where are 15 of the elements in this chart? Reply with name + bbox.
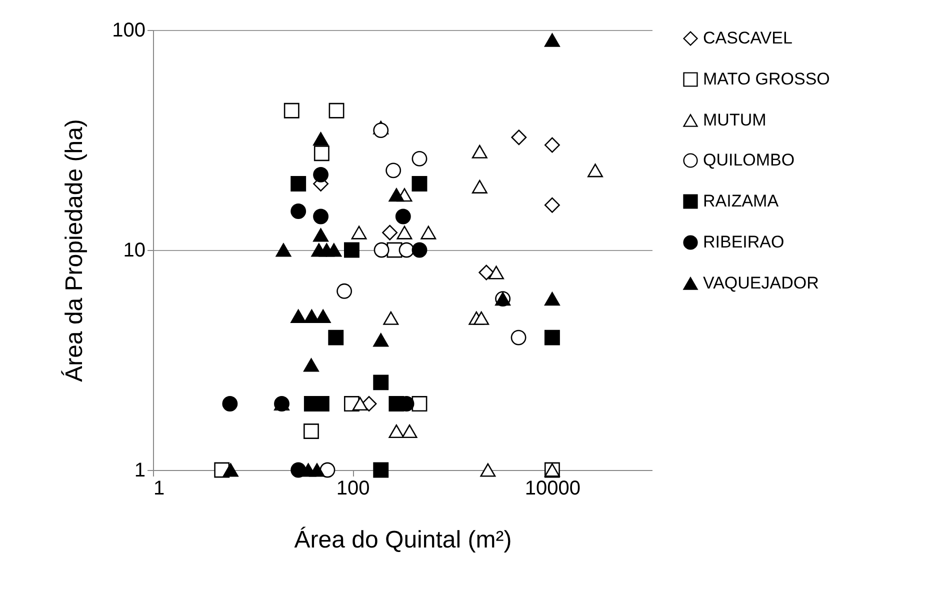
- y-axis-title: Área da Propiedade (ha): [61, 119, 88, 382]
- x-axis-title: Área do Quintal (m²): [294, 526, 512, 554]
- legend-label: QUILOMBO: [703, 150, 795, 170]
- legend-label: VAQUEJADOR: [703, 274, 819, 292]
- y-tick-label: 1: [134, 460, 146, 482]
- x-tick-label: 1: [154, 478, 165, 500]
- legend-label: RAIZAMA: [703, 192, 780, 210]
- x-tick-label: 100: [336, 478, 370, 500]
- x-tick-label: 10000: [524, 478, 581, 500]
- legend-label: MATO GROSSO: [703, 70, 830, 88]
- y-tick-label: 100: [112, 20, 146, 42]
- legend-label: RIBEIRAO: [703, 232, 784, 252]
- legend-label: MUTUM: [703, 110, 766, 130]
- legend-label: CASCAVEL: [703, 28, 792, 48]
- y-tick-label: 10: [123, 240, 146, 262]
